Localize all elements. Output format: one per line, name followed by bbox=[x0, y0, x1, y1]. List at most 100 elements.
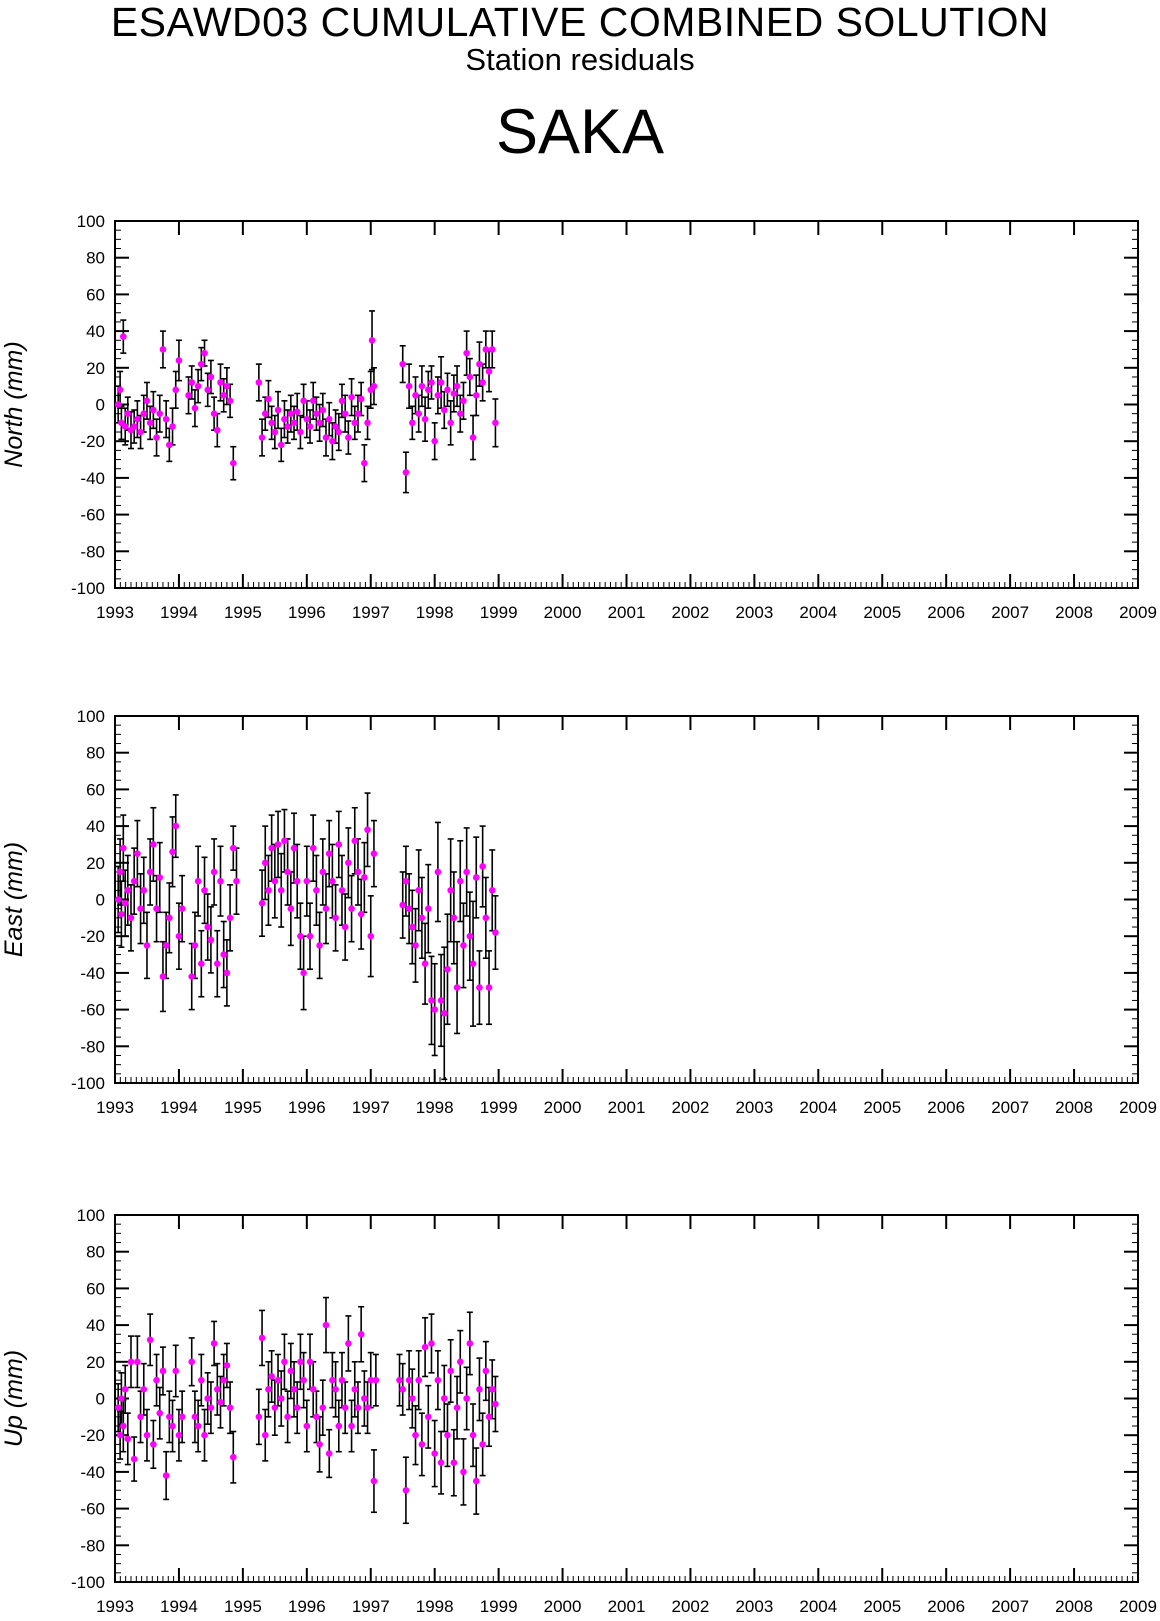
up-data-point bbox=[116, 1431, 124, 1439]
up-data-point bbox=[175, 1431, 183, 1439]
east-data-point bbox=[233, 877, 240, 885]
up-data-point bbox=[159, 1367, 167, 1375]
east-data-point bbox=[116, 868, 124, 876]
chart-subtitle: Station residuals bbox=[465, 42, 695, 77]
east-data-point bbox=[329, 877, 336, 885]
north-data-point bbox=[265, 395, 272, 403]
up-data-point bbox=[191, 1413, 199, 1421]
up-data-point bbox=[440, 1395, 448, 1402]
up-data-point bbox=[466, 1340, 474, 1347]
north-y-tick-label: 20 bbox=[86, 359, 105, 378]
east-data-point bbox=[492, 929, 499, 936]
east-x-tick-label: 2000 bbox=[544, 1098, 582, 1117]
north-data-point bbox=[492, 419, 499, 427]
north-data-point bbox=[281, 415, 288, 423]
up-data-point bbox=[303, 1422, 311, 1430]
up-data-point bbox=[146, 1336, 154, 1344]
north-data-point bbox=[284, 423, 291, 430]
up-data-point bbox=[424, 1413, 432, 1421]
east-data-point bbox=[412, 942, 419, 949]
east-x-tick-label: 2004 bbox=[799, 1098, 837, 1117]
east-x-tick-label: 1999 bbox=[480, 1098, 518, 1117]
up-data-point bbox=[409, 1395, 416, 1402]
up-data-point bbox=[472, 1477, 480, 1485]
east-data-point bbox=[453, 984, 461, 991]
up-data-point bbox=[118, 1395, 125, 1402]
east-y-tick-label: -60 bbox=[80, 1001, 105, 1020]
north-data-point bbox=[120, 333, 127, 340]
north-data-point bbox=[440, 406, 448, 414]
east-data-point bbox=[437, 997, 445, 1004]
north-data-point bbox=[428, 379, 435, 386]
north-data-point bbox=[169, 423, 176, 430]
north-data-point bbox=[329, 437, 336, 445]
east-y-tick-label: 40 bbox=[86, 817, 105, 836]
north-data-point bbox=[159, 346, 167, 353]
east-data-point bbox=[150, 841, 157, 848]
east-data-point bbox=[415, 887, 423, 894]
east-data-point bbox=[194, 877, 202, 885]
up-data-point bbox=[460, 1468, 467, 1476]
north-x-tick-label: 2000 bbox=[544, 603, 582, 622]
up-data-point bbox=[313, 1413, 320, 1421]
east-data-point bbox=[290, 844, 298, 852]
chart-title: ESAWD03 CUMULATIVE COMBINED SOLUTION bbox=[110, 0, 1050, 45]
up-y-axis-title: Up (mm) bbox=[0, 1350, 28, 1447]
east-data-point bbox=[402, 877, 410, 885]
north-data-point bbox=[297, 428, 304, 436]
east-data-point bbox=[332, 914, 339, 922]
east-data-point bbox=[472, 874, 480, 881]
north-y-tick-label: -100 bbox=[71, 579, 105, 598]
east-data-point bbox=[364, 826, 371, 834]
up-y-tick-label: -40 bbox=[80, 1463, 105, 1482]
north-x-tick-label: 1993 bbox=[96, 603, 134, 622]
east-data-point bbox=[146, 868, 154, 876]
north-data-point bbox=[418, 382, 426, 390]
north-y-tick-label: -40 bbox=[80, 469, 105, 488]
up-data-point bbox=[492, 1400, 499, 1408]
north-data-point bbox=[153, 434, 160, 441]
up-data-point bbox=[319, 1404, 327, 1411]
east-data-point bbox=[460, 942, 467, 949]
up-x-tick-label: 2004 bbox=[799, 1597, 837, 1616]
up-data-point bbox=[370, 1477, 378, 1485]
east-y-tick-label: -100 bbox=[71, 1074, 105, 1093]
north-data-point bbox=[114, 401, 122, 408]
east-data-point bbox=[162, 942, 170, 949]
north-data-point bbox=[191, 404, 199, 412]
north-data-point bbox=[116, 386, 124, 394]
east-data-point bbox=[258, 899, 266, 907]
north-data-point bbox=[482, 346, 490, 353]
north-y-tick-label: 80 bbox=[86, 249, 105, 268]
east-data-point bbox=[127, 914, 135, 922]
up-data-point bbox=[456, 1358, 464, 1366]
east-data-point bbox=[444, 965, 451, 973]
north-data-point bbox=[214, 426, 221, 434]
up-data-point bbox=[210, 1340, 218, 1347]
east-data-point bbox=[226, 914, 234, 922]
up-data-point bbox=[255, 1413, 263, 1421]
up-data-point bbox=[415, 1376, 423, 1384]
north-data-point bbox=[364, 419, 371, 427]
north-data-point bbox=[332, 423, 339, 430]
east-data-point bbox=[261, 859, 269, 867]
east-data-point bbox=[297, 932, 304, 940]
up-data-point bbox=[277, 1395, 285, 1402]
up-data-point bbox=[217, 1398, 224, 1406]
east-y-axis-title: East (mm) bbox=[0, 842, 28, 957]
up-data-point bbox=[329, 1376, 336, 1384]
north-data-point bbox=[463, 349, 470, 357]
east-data-point bbox=[274, 841, 282, 848]
north-x-tick-label: 2008 bbox=[1055, 603, 1093, 622]
east-data-point bbox=[229, 844, 237, 852]
north-data-point bbox=[437, 379, 445, 386]
east-data-point bbox=[409, 923, 416, 931]
up-data-point bbox=[325, 1450, 333, 1457]
up-data-point bbox=[140, 1386, 148, 1393]
east-data-point bbox=[309, 844, 317, 852]
east-x-tick-label: 2001 bbox=[608, 1098, 646, 1117]
north-x-tick-label: 1998 bbox=[416, 603, 454, 622]
up-data-point bbox=[229, 1453, 237, 1461]
north-x-tick-label: 1995 bbox=[224, 603, 262, 622]
east-panel: 1993 1994 1995 1996 1997 1998 1999 2000 2001 2002… bbox=[0, 707, 1157, 1117]
